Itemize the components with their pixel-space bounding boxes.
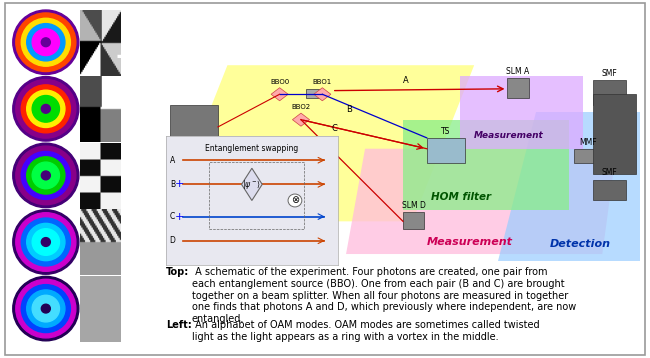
Polygon shape <box>242 168 262 200</box>
Circle shape <box>16 146 76 205</box>
Text: HOM filter: HOM filter <box>432 192 491 202</box>
Circle shape <box>13 276 79 341</box>
Circle shape <box>13 77 79 141</box>
Text: $|\psi^-\rangle$: $|\psi^-\rangle$ <box>242 178 261 191</box>
Polygon shape <box>271 88 288 101</box>
Text: Entanglement swapping: Entanglement swapping <box>205 144 298 153</box>
Bar <box>209 162 304 229</box>
Text: Left:: Left: <box>166 320 192 330</box>
Text: A schematic of the experiment. Four photons are created, one pair from
each enta: A schematic of the experiment. Four phot… <box>192 267 576 324</box>
Text: ⊗: ⊗ <box>291 195 299 205</box>
Bar <box>508 78 528 98</box>
Circle shape <box>32 295 60 322</box>
Text: A: A <box>403 76 409 85</box>
Circle shape <box>42 171 50 180</box>
Bar <box>170 105 218 149</box>
Circle shape <box>13 210 79 274</box>
Circle shape <box>21 85 70 133</box>
Circle shape <box>21 151 70 199</box>
Circle shape <box>32 29 60 55</box>
Circle shape <box>16 79 76 138</box>
Polygon shape <box>166 65 474 221</box>
Bar <box>574 149 603 163</box>
Text: Generation: Generation <box>223 203 288 212</box>
Circle shape <box>21 18 70 66</box>
Circle shape <box>21 218 70 266</box>
Text: B: B <box>346 105 352 115</box>
Polygon shape <box>403 120 569 211</box>
Text: +: + <box>175 212 184 222</box>
Polygon shape <box>292 113 309 126</box>
Text: D: D <box>119 219 161 265</box>
Text: TS: TS <box>441 127 450 136</box>
Polygon shape <box>498 112 640 261</box>
Text: BBO2: BBO2 <box>291 104 311 110</box>
Text: SLM A: SLM A <box>506 67 530 76</box>
Text: E: E <box>125 290 155 328</box>
Text: SLM D: SLM D <box>402 201 426 210</box>
Text: Top:: Top: <box>166 267 189 277</box>
Text: A: A <box>170 156 176 165</box>
Text: Detection: Detection <box>550 239 611 249</box>
Circle shape <box>27 90 65 127</box>
Circle shape <box>27 223 65 261</box>
Circle shape <box>16 13 76 72</box>
Text: BBO1: BBO1 <box>313 79 332 85</box>
Text: B: B <box>118 84 161 133</box>
Circle shape <box>27 24 65 61</box>
Text: +: + <box>175 179 184 189</box>
Text: Measurement: Measurement <box>427 237 513 247</box>
Circle shape <box>16 213 76 271</box>
Polygon shape <box>346 149 617 254</box>
Circle shape <box>32 162 60 189</box>
Circle shape <box>288 194 302 207</box>
Bar <box>427 138 465 163</box>
Bar <box>593 94 636 174</box>
Text: B: B <box>170 180 176 189</box>
Text: C: C <box>332 124 338 132</box>
Text: SMF: SMF <box>601 168 618 178</box>
Text: MMF: MMF <box>579 137 597 146</box>
Bar <box>306 89 320 98</box>
Bar <box>593 80 626 105</box>
Circle shape <box>21 285 70 333</box>
Circle shape <box>27 157 65 194</box>
Circle shape <box>42 304 50 313</box>
Circle shape <box>27 290 65 327</box>
Polygon shape <box>460 76 583 149</box>
Text: D: D <box>170 236 176 245</box>
Circle shape <box>16 279 76 338</box>
Text: C: C <box>122 154 157 197</box>
Text: An alphabet of OAM modes. OAM modes are sometimes called twisted
light as the li: An alphabet of OAM modes. OAM modes are … <box>192 320 540 342</box>
Circle shape <box>13 143 79 208</box>
Bar <box>403 212 424 229</box>
Text: A: A <box>117 14 162 70</box>
Circle shape <box>42 238 50 246</box>
Circle shape <box>42 38 50 47</box>
Bar <box>593 180 626 199</box>
Circle shape <box>13 10 79 74</box>
Text: D: D <box>322 145 329 154</box>
Text: SMF: SMF <box>601 68 618 78</box>
Circle shape <box>42 105 50 113</box>
Polygon shape <box>314 88 331 101</box>
Circle shape <box>32 229 60 255</box>
Circle shape <box>32 96 60 122</box>
Text: BBO0: BBO0 <box>270 79 289 85</box>
Text: Measurement: Measurement <box>474 131 544 140</box>
Text: C: C <box>170 212 176 221</box>
